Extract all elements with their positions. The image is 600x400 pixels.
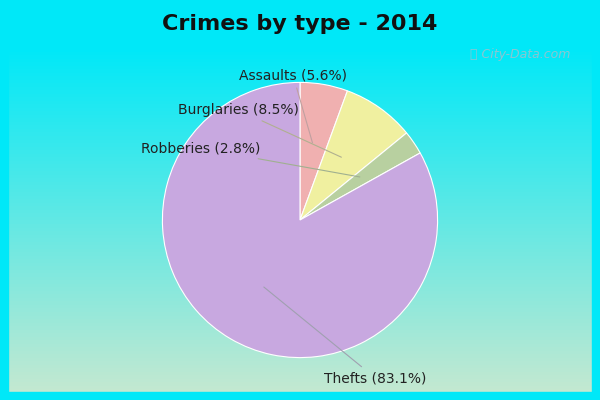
Wedge shape: [300, 91, 407, 220]
Text: Crimes by type - 2014: Crimes by type - 2014: [163, 14, 437, 34]
Text: ⓘ City-Data.com: ⓘ City-Data.com: [470, 48, 570, 61]
Bar: [0, 392, 600, 400]
Text: Burglaries (8.5%): Burglaries (8.5%): [178, 103, 341, 157]
Bar: [0, 0, 600, 48]
Wedge shape: [163, 82, 437, 358]
Text: Robberies (2.8%): Robberies (2.8%): [141, 142, 360, 177]
Text: Thefts (83.1%): Thefts (83.1%): [264, 287, 427, 385]
Wedge shape: [300, 133, 420, 220]
Wedge shape: [300, 82, 347, 220]
Bar: [0, 0, 600, 8]
Bar: [0, 0, 8, 400]
Text: Assaults (5.6%): Assaults (5.6%): [239, 68, 347, 143]
Bar: [592, 0, 600, 400]
